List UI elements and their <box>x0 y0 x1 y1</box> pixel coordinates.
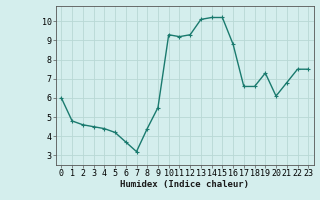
X-axis label: Humidex (Indice chaleur): Humidex (Indice chaleur) <box>120 180 249 189</box>
